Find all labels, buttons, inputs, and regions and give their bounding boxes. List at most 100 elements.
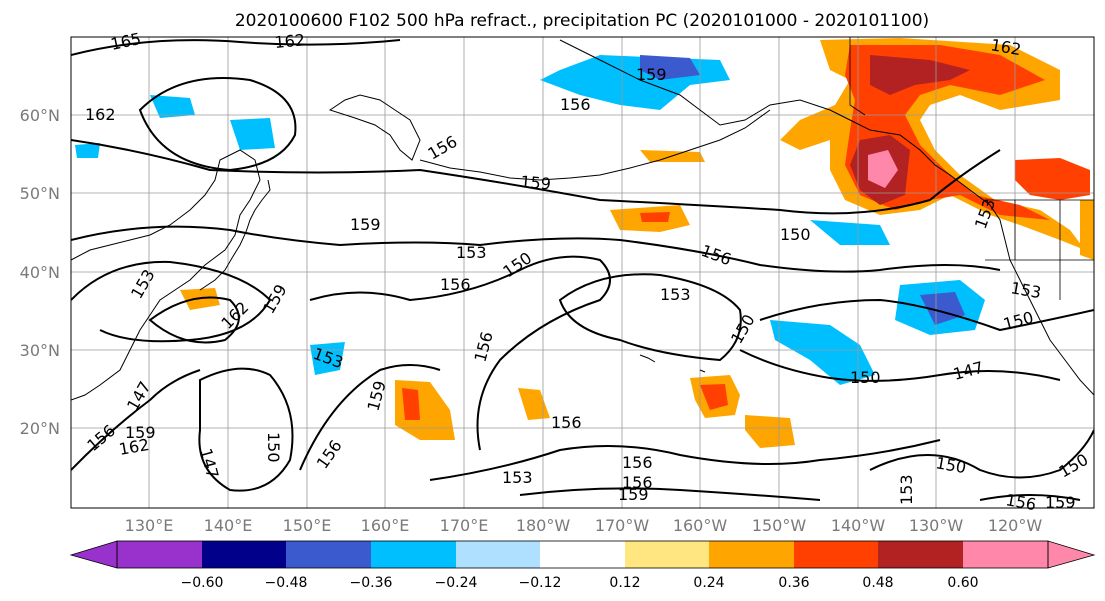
alaska-canada-border xyxy=(849,37,866,116)
contour-line xyxy=(71,139,1001,215)
lat-label: 50°N xyxy=(20,184,60,203)
colorbar-segment xyxy=(117,541,202,568)
contour-line xyxy=(429,439,941,481)
contour-line xyxy=(979,494,1081,501)
colorbar-segment xyxy=(540,541,625,568)
colorbar-tick-label: 0.48 xyxy=(862,575,893,591)
lon-label: 180°W xyxy=(516,516,571,535)
colorbar-tick-label: −0.12 xyxy=(519,575,562,591)
contour-label: 150 xyxy=(264,432,283,463)
precip-positive-area xyxy=(700,384,728,410)
colorbar-high-arrow xyxy=(1047,540,1096,569)
colorbar-tick-label: 0.12 xyxy=(609,575,640,591)
hawaii-islands xyxy=(639,354,706,373)
lat-label: 40°N xyxy=(20,263,60,282)
contour-label: 159 xyxy=(1045,493,1076,512)
contour-label: 156 xyxy=(622,473,653,492)
lon-label: 120°W xyxy=(988,516,1043,535)
lon-label: 150°W xyxy=(752,516,807,535)
colorbar-segment xyxy=(286,541,371,568)
colorbar: −0.60 −0.48 −0.36 −0.24 −0.12 0.12 0.24 … xyxy=(69,540,1096,591)
contour-line xyxy=(71,225,1001,273)
contour-label: 159 xyxy=(520,172,552,194)
precip-positive-area xyxy=(640,212,670,222)
contour-label: 156 xyxy=(560,95,591,114)
lon-label: 150°E xyxy=(283,516,332,535)
contour-label: 159 xyxy=(125,423,156,442)
colorbar-segment xyxy=(963,541,1048,568)
contour-line xyxy=(71,39,401,56)
contour-label: 159 xyxy=(636,65,667,84)
us-state-border xyxy=(985,200,1094,300)
colorbar-tick-label: −0.24 xyxy=(435,575,478,591)
contour-label-layer: 165 162 159 156 153 150 147 162 159 153 … xyxy=(83,29,1091,514)
map-frame xyxy=(70,36,1095,509)
contour-label: 156 xyxy=(440,275,471,294)
precip-negative-area xyxy=(920,292,965,325)
contour-line xyxy=(299,364,441,471)
colorbar-segment xyxy=(456,541,540,568)
lat-label: 20°N xyxy=(20,419,60,438)
lon-label: 170°E xyxy=(440,516,489,535)
contour-line xyxy=(759,298,1094,332)
contour-line xyxy=(309,255,611,451)
colorbar-segment xyxy=(878,541,963,568)
precip-negative-area xyxy=(75,143,100,158)
colorbar-tick-label: 0.24 xyxy=(693,575,724,591)
kamchatka-coastline xyxy=(328,94,421,161)
colorbar-segment xyxy=(794,541,878,568)
lat-label: 30°N xyxy=(20,341,60,360)
contour-label: 159 xyxy=(618,485,649,504)
contour-line xyxy=(558,273,742,362)
contour-label: 156 xyxy=(622,453,653,472)
lon-label: 130°E xyxy=(125,516,174,535)
precip-negative-area xyxy=(150,95,195,118)
precip-positive-area xyxy=(868,150,898,188)
contour-label: 162 xyxy=(274,30,306,52)
lon-label: 130°W xyxy=(909,516,964,535)
colorbar-segment xyxy=(709,541,794,568)
colorbar-tick-label: −0.48 xyxy=(265,575,308,591)
precip-positive-area xyxy=(1080,200,1094,260)
contour-label: 150 xyxy=(780,225,811,244)
colorbar-tick-label: −0.60 xyxy=(181,575,224,591)
colorbar-segment xyxy=(202,541,286,568)
contour-label: 153 xyxy=(456,243,487,262)
contour-label: 162 xyxy=(85,105,116,124)
colorbar-segment xyxy=(625,541,709,568)
alaska-coastline xyxy=(559,39,1094,396)
aleutian-islands xyxy=(419,109,771,181)
precip-positive-area xyxy=(518,388,550,420)
map-title: 2020100600 F102 500 hPa refract., precip… xyxy=(235,11,929,31)
lon-label: 170°W xyxy=(595,516,650,535)
precip-negative-area xyxy=(810,220,890,245)
colorbar-segment xyxy=(371,541,456,568)
lat-label: 60°N xyxy=(20,106,60,125)
contour-label: 153 xyxy=(660,285,691,304)
precip-negative-area xyxy=(230,118,275,150)
precip-positive-area xyxy=(1015,158,1090,200)
contour-label: 150 xyxy=(850,368,881,387)
precip-negative-area xyxy=(770,320,875,385)
lon-label: 140°E xyxy=(204,516,253,535)
contour-line xyxy=(71,260,272,343)
contour-line xyxy=(869,429,1094,479)
contour-label: 153 xyxy=(897,474,916,505)
precip-negative-area xyxy=(640,55,700,80)
map-panel: 165 162 159 156 153 150 147 162 159 153 … xyxy=(70,29,1095,514)
lon-label: 160°E xyxy=(361,516,410,535)
graticule xyxy=(71,37,1094,508)
contour-line xyxy=(71,369,201,471)
colorbar-tick-label: 0.60 xyxy=(947,575,978,591)
precip-positive-area xyxy=(745,415,795,448)
colorbar-ticks: −0.60 −0.48 −0.36 −0.24 −0.12 0.12 0.24 … xyxy=(181,575,979,591)
contour-line xyxy=(198,367,294,492)
colorbar-frame xyxy=(116,540,1049,569)
contour-line xyxy=(148,296,240,344)
longitude-labels: 130°E 140°E 150°E 160°E 170°E 180°W 170°… xyxy=(125,516,1043,535)
contour-label: 153 xyxy=(502,468,533,487)
map-background xyxy=(71,37,1094,508)
colorbar-low-arrow xyxy=(69,540,118,569)
lon-label: 160°W xyxy=(673,516,728,535)
